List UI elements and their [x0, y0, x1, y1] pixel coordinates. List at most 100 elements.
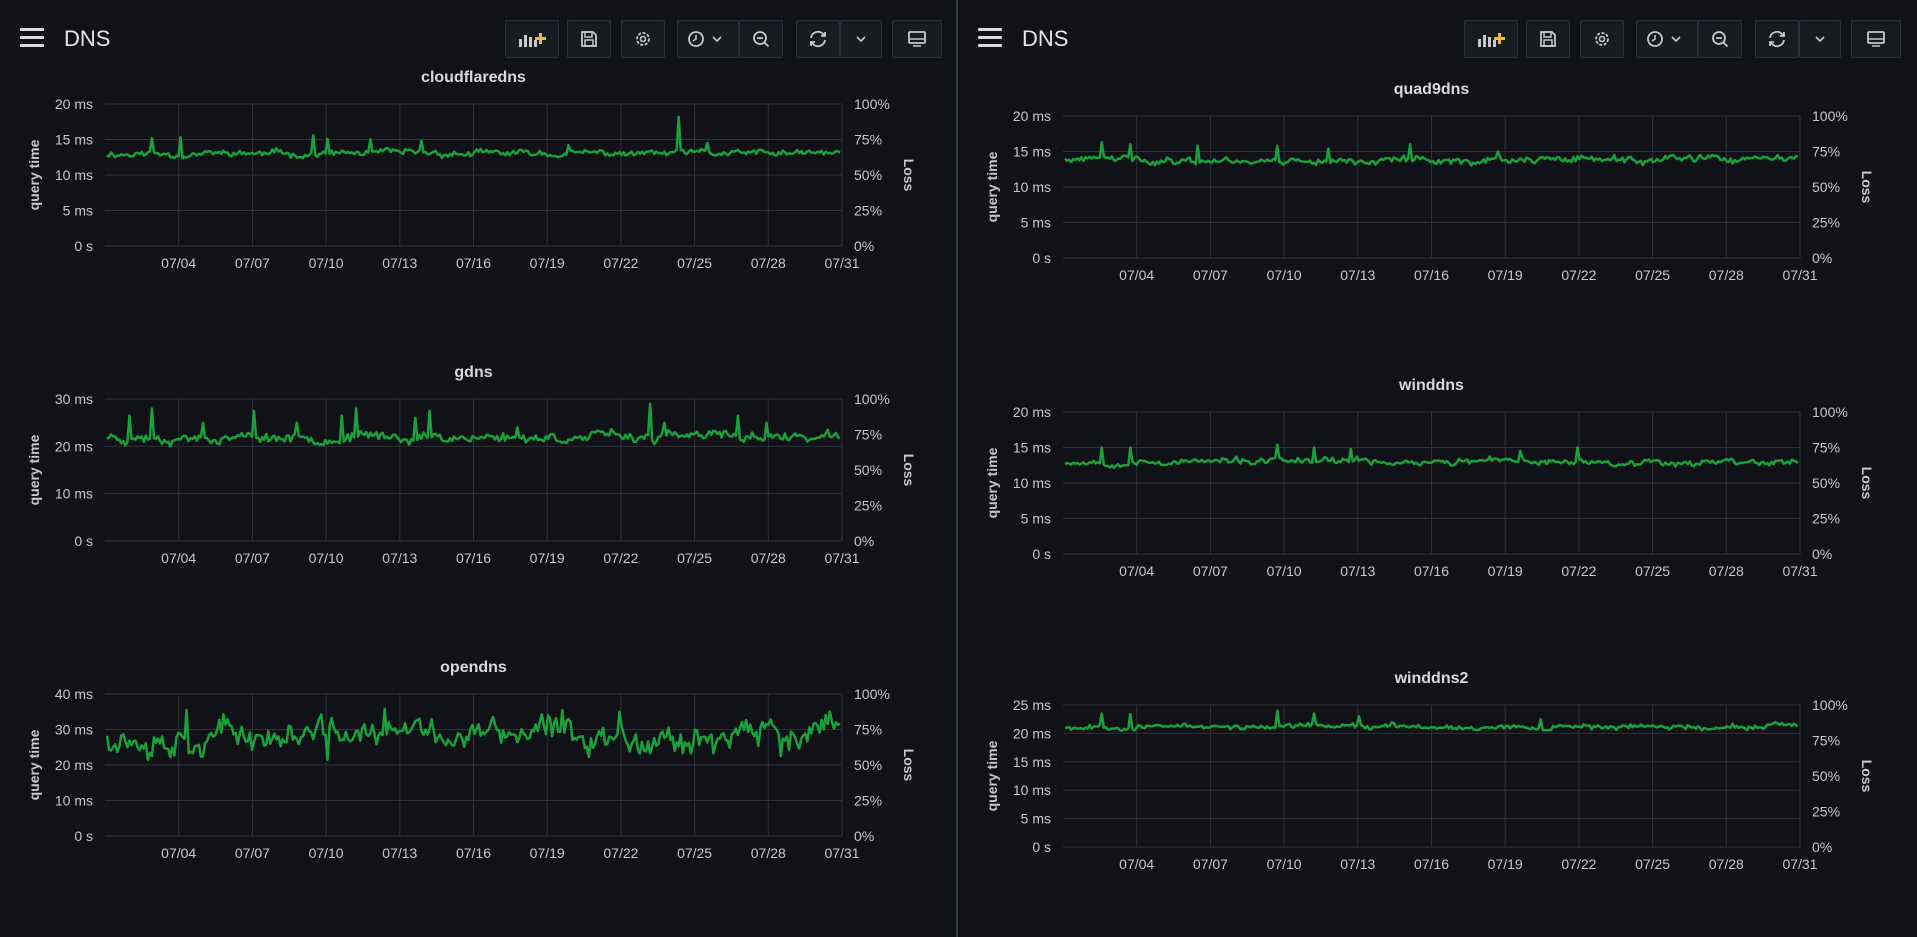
y-tick-label: 5 ms: [63, 203, 93, 219]
chart-title[interactable]: cloudflaredns: [421, 69, 526, 86]
dashboard-pane-left: DNS: [0, 0, 957, 937]
chart-panel-gdns[interactable]: gdns 0 s 10 ms 20 ms 30 ms 0% 25% 50% 75% 100% 07/…: [0, 364, 957, 615]
x-tick-label: 07/25: [677, 255, 712, 271]
x-tick-label: 07/22: [1561, 267, 1596, 283]
save-dashboard-button[interactable]: [567, 20, 611, 58]
y-axis-label: query time: [26, 434, 42, 505]
y-tick-label: 15 ms: [1013, 440, 1051, 456]
x-tick-label: 07/25: [1635, 563, 1670, 579]
y2-tick-label: 75%: [854, 427, 882, 443]
x-tick-label: 07/07: [1193, 563, 1228, 579]
series-line[interactable]: [106, 402, 841, 448]
chart-panel-opendns[interactable]: opendns 0 s 10 ms 20 ms 30 ms 40 ms 0% 25% 50% 75…: [0, 659, 957, 910]
x-tick-label: 07/10: [1267, 563, 1302, 579]
y2-tick-label: 0%: [1812, 839, 1832, 855]
chart-panel-quad9dns[interactable]: quad9dns 0 s 5 ms 10 ms 15 ms 20 ms 0% 25% 50% 75…: [958, 81, 1917, 332]
refresh-button[interactable]: [1755, 20, 1799, 58]
gear-icon: [636, 32, 650, 46]
dashboard-pane-right: DNS: [958, 0, 1917, 937]
y2-tick-label: 25%: [1812, 215, 1840, 231]
zoom-out-button[interactable]: [1698, 20, 1742, 58]
y-tick-label: 25 ms: [1013, 697, 1051, 713]
chart-title[interactable]: winddns2: [1394, 670, 1469, 687]
settings-button[interactable]: [621, 20, 665, 58]
x-tick-label: 07/16: [456, 550, 491, 566]
y2-tick-label: 100%: [854, 391, 890, 407]
y-tick-label: 0 s: [1032, 546, 1051, 562]
x-tick-label: 07/22: [603, 845, 638, 861]
series-line[interactable]: [1064, 141, 1799, 167]
y-tick-label: 5 ms: [1021, 811, 1051, 827]
y2-tick-label: 25%: [854, 203, 882, 219]
tv-mode-button[interactable]: [892, 20, 942, 58]
y-tick-label: 10 ms: [1013, 475, 1051, 491]
x-tick-label: 07/19: [530, 255, 565, 271]
time-picker-button[interactable]: [677, 20, 739, 58]
chart-title[interactable]: gdns: [454, 364, 492, 381]
menu-icon[interactable]: [978, 28, 1002, 48]
zoom-out-icon: [1712, 31, 1729, 48]
x-tick-label: 07/22: [603, 255, 638, 271]
chart-panel-winddns2[interactable]: winddns2 0 s 5 ms 10 ms 15 ms 20 ms 25 ms 0% 25%…: [958, 670, 1917, 921]
x-tick-label: 07/04: [161, 845, 196, 861]
save-icon: [1540, 31, 1556, 47]
settings-button[interactable]: [1580, 20, 1624, 58]
dashboard-title[interactable]: DNS: [1022, 26, 1069, 51]
y-tick-label: 20 ms: [55, 438, 93, 454]
clock-icon: [1647, 31, 1681, 47]
y-tick-label: 15 ms: [1013, 754, 1051, 770]
y-tick-label: 0 s: [1032, 250, 1051, 266]
refresh-icon: [1769, 30, 1785, 48]
refresh-button[interactable]: [796, 20, 840, 58]
x-tick-label: 07/07: [1193, 267, 1228, 283]
y-tick-label: 20 ms: [55, 757, 93, 773]
series-line[interactable]: [1064, 709, 1799, 732]
x-tick-label: 07/25: [1635, 856, 1670, 872]
refresh-interval-dropdown[interactable]: [840, 20, 882, 58]
x-tick-label: 07/04: [161, 550, 196, 566]
series-line[interactable]: [1064, 443, 1799, 470]
y-tick-label: 5 ms: [1021, 511, 1051, 527]
x-tick-label: 07/19: [530, 550, 565, 566]
y2-tick-label: 100%: [1812, 108, 1848, 124]
y2-axis-label: Loss: [1859, 171, 1875, 204]
refresh-interval-dropdown[interactable]: [1799, 20, 1841, 58]
y-tick-label: 40 ms: [55, 686, 93, 702]
chart-title[interactable]: winddns: [1398, 377, 1464, 394]
menu-icon[interactable]: [20, 28, 44, 48]
chart-title[interactable]: opendns: [440, 659, 507, 676]
series-line[interactable]: [106, 115, 841, 160]
y2-tick-label: 0%: [1812, 546, 1832, 562]
series-line[interactable]: [105, 707, 841, 761]
x-tick-label: 07/31: [824, 845, 859, 861]
y2-tick-label: 25%: [854, 793, 882, 809]
x-tick-label: 07/19: [1488, 267, 1523, 283]
y2-tick-label: 100%: [854, 96, 890, 112]
y-tick-label: 10 ms: [1013, 782, 1051, 798]
add-panel-button[interactable]: [1464, 20, 1518, 58]
tv-mode-icon: [1867, 31, 1885, 47]
x-tick-label: 07/16: [456, 255, 491, 271]
y-axis-label: query time: [984, 447, 1000, 518]
chart-panel-winddns[interactable]: winddns 0 s 5 ms 10 ms 15 ms 20 ms 0% 25% 50% 75%…: [958, 377, 1917, 628]
zoom-out-button[interactable]: [739, 20, 783, 58]
x-tick-label: 07/10: [309, 255, 344, 271]
y2-tick-label: 0%: [854, 828, 874, 844]
x-tick-label: 07/13: [382, 550, 417, 566]
gear-icon: [1595, 32, 1609, 46]
top-navbar: DNS: [0, 0, 957, 78]
y2-axis-label: Loss: [901, 159, 917, 192]
refresh-icon: [810, 30, 826, 48]
y-tick-label: 20 ms: [1013, 404, 1051, 420]
dashboard-title[interactable]: DNS: [64, 26, 111, 51]
tv-mode-button[interactable]: [1851, 20, 1901, 58]
y-tick-label: 10 ms: [1013, 179, 1051, 195]
chart-panel-cloudflaredns[interactable]: cloudflaredns 0 s 5 ms 10 ms 15 ms 20 ms 0% 25%…: [0, 69, 957, 320]
y-tick-label: 5 ms: [1021, 215, 1051, 231]
time-picker-button[interactable]: [1636, 20, 1698, 58]
save-dashboard-button[interactable]: [1526, 20, 1570, 58]
y-tick-label: 0 s: [74, 828, 93, 844]
add-panel-button[interactable]: [505, 20, 559, 58]
y-axis-label: query time: [26, 139, 42, 210]
chart-title[interactable]: quad9dns: [1394, 81, 1470, 98]
